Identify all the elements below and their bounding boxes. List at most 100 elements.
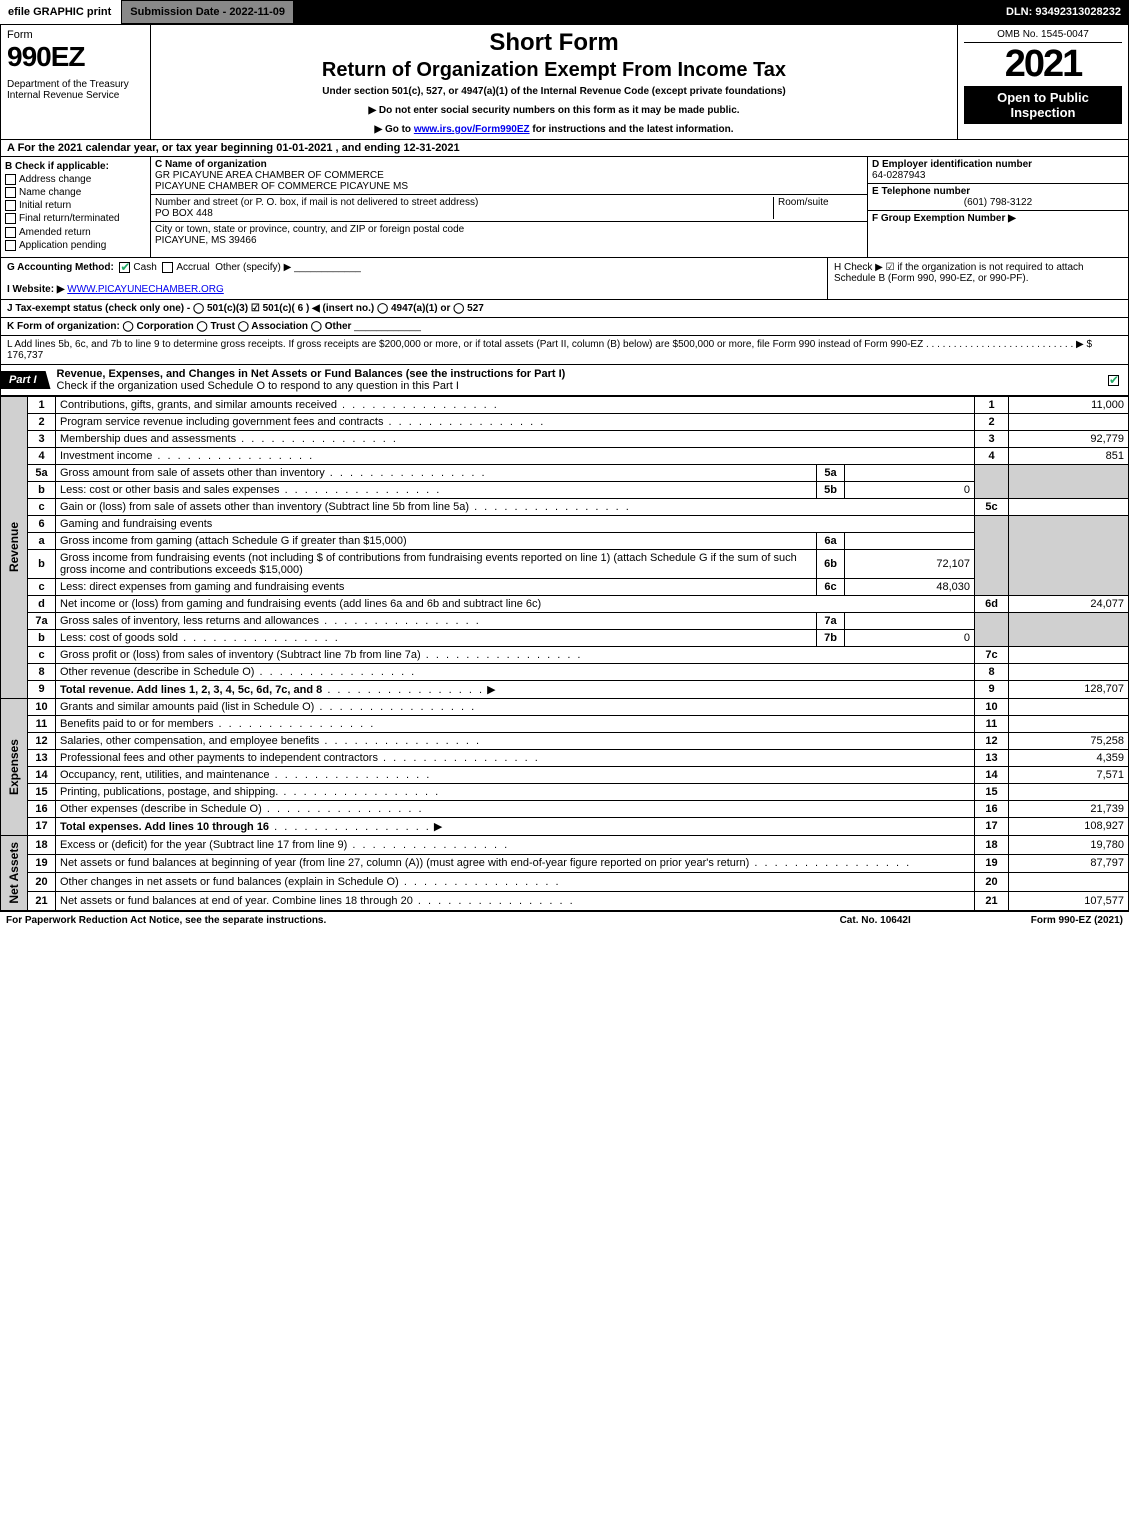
row-7b-mlbl: 7b	[817, 629, 845, 646]
row-6b-num: b	[28, 549, 56, 578]
row-5a-desc: Gross amount from sale of assets other t…	[60, 467, 325, 479]
row-9-arrow: ▶	[487, 684, 495, 696]
row-7c-lbl: 7c	[975, 646, 1009, 663]
short-form-title: Short Form	[159, 29, 949, 57]
row-9-val: 128,707	[1009, 680, 1129, 698]
row-13-val: 4,359	[1009, 749, 1129, 766]
row-15-lbl: 15	[975, 783, 1009, 800]
line-a: A For the 2021 calendar year, or tax yea…	[0, 140, 1129, 157]
omb-number: OMB No. 1545-0047	[964, 29, 1122, 43]
dln-label: DLN: 93492313028232	[998, 0, 1129, 24]
row-5c-desc: Gain or (loss) from sale of assets other…	[60, 501, 469, 513]
part-1-check-note: Check if the organization used Schedule …	[57, 380, 459, 392]
line-k: K Form of organization: ◯ Corporation ◯ …	[0, 318, 1129, 336]
row-7b-num: b	[28, 629, 56, 646]
phone-label: E Telephone number	[872, 186, 970, 197]
row-7a-mlbl: 7a	[817, 612, 845, 629]
row-12-num: 12	[28, 732, 56, 749]
section-bcdef: B Check if applicable: Address change Na…	[0, 157, 1129, 258]
note2-pre: ▶ Go to	[374, 124, 413, 135]
row-7a-num: 7a	[28, 612, 56, 629]
org-name-2: PICAYUNE CHAMBER OF COMMERCE PICAYUNE MS	[155, 181, 408, 192]
row-17-num: 17	[28, 817, 56, 835]
footer-left: For Paperwork Reduction Act Notice, see …	[6, 915, 840, 926]
part-1-table: Revenue 1 Contributions, gifts, grants, …	[0, 396, 1129, 911]
form-word: Form	[7, 29, 144, 41]
chk-cash[interactable]	[119, 262, 130, 273]
expenses-section-label: Expenses	[5, 735, 23, 799]
row-5c-lbl: 5c	[975, 498, 1009, 515]
row-5c-val	[1009, 498, 1129, 515]
netassets-section-label: Net Assets	[5, 838, 23, 908]
col-b: B Check if applicable: Address change Na…	[1, 157, 151, 257]
row-20-val	[1009, 873, 1129, 892]
row-6d-num: d	[28, 595, 56, 612]
website-link[interactable]: WWW.PICAYUNECHAMBER.ORG	[67, 284, 223, 295]
org-name-1: GR PICAYUNE AREA CHAMBER OF COMMERCE	[155, 170, 384, 181]
irs-link[interactable]: www.irs.gov/Form990EZ	[414, 124, 530, 135]
row-10-num: 10	[28, 698, 56, 715]
chk-amended-return[interactable]: Amended return	[5, 227, 146, 238]
row-9-desc: Total revenue. Add lines 1, 2, 3, 4, 5c,…	[60, 684, 322, 696]
row-4-desc: Investment income	[60, 450, 152, 462]
row-3-desc: Membership dues and assessments	[60, 433, 236, 445]
row-14-lbl: 14	[975, 766, 1009, 783]
row-2-val	[1009, 413, 1129, 430]
row-5b-mlbl: 5b	[817, 481, 845, 498]
row-18-val: 19,780	[1009, 835, 1129, 854]
row-7c-num: c	[28, 646, 56, 663]
row-10-val	[1009, 698, 1129, 715]
chk-name-change[interactable]: Name change	[5, 187, 146, 198]
footer-mid: Cat. No. 10642I	[840, 915, 911, 926]
row-9-lbl: 9	[975, 680, 1009, 698]
row-15-val	[1009, 783, 1129, 800]
chk-accrual[interactable]	[162, 262, 173, 273]
row-15-desc: Printing, publications, postage, and shi…	[60, 786, 278, 798]
row-6a-desc: Gross income from gaming (attach Schedul…	[60, 535, 407, 547]
row-4-num: 4	[28, 447, 56, 464]
line-a-mid: , and ending	[336, 142, 404, 154]
open-to-public: Open to Public Inspection	[964, 86, 1122, 124]
top-bar: efile GRAPHIC print Submission Date - 20…	[0, 0, 1129, 24]
row-1-num: 1	[28, 396, 56, 413]
row-7b-mval: 0	[845, 629, 975, 646]
row-21-desc: Net assets or fund balances at end of ye…	[60, 895, 413, 907]
row-5b-desc: Less: cost or other basis and sales expe…	[60, 484, 280, 496]
row-20-num: 20	[28, 873, 56, 892]
row-8-num: 8	[28, 663, 56, 680]
chk-application-pending[interactable]: Application pending	[5, 240, 146, 251]
row-2-num: 2	[28, 413, 56, 430]
row-6a-mval	[845, 532, 975, 549]
row-11-desc: Benefits paid to or for members	[60, 718, 213, 730]
row-11-num: 11	[28, 715, 56, 732]
col-de: D Employer identification number 64-0287…	[868, 157, 1128, 257]
chk-address-change[interactable]: Address change	[5, 174, 146, 185]
row-10-lbl: 10	[975, 698, 1009, 715]
row-6c-num: c	[28, 578, 56, 595]
chk-final-return[interactable]: Final return/terminated	[5, 213, 146, 224]
chk-initial-return[interactable]: Initial return	[5, 200, 146, 211]
note-ssn: ▶ Do not enter social security numbers o…	[159, 105, 949, 116]
part-1-header: Part I Revenue, Expenses, and Changes in…	[0, 365, 1129, 396]
row-1-val: 11,000	[1009, 396, 1129, 413]
row-10-desc: Grants and similar amounts paid (list in…	[60, 701, 314, 713]
row-2-lbl: 2	[975, 413, 1009, 430]
row-20-lbl: 20	[975, 873, 1009, 892]
room-label: Room/suite	[778, 197, 829, 208]
part-1-checkbox[interactable]	[1108, 375, 1119, 386]
row-5a-mlbl: 5a	[817, 464, 845, 481]
row-5b-num: b	[28, 481, 56, 498]
line-h: H Check ▶ ☑ if the organization is not r…	[828, 258, 1128, 299]
col-c-name-label: C Name of organization	[155, 159, 267, 170]
section-gh: G Accounting Method: Cash Accrual Other …	[0, 258, 1129, 300]
row-16-num: 16	[28, 800, 56, 817]
row-6-num: 6	[28, 515, 56, 532]
city-label: City or town, state or province, country…	[155, 224, 464, 235]
col-c: C Name of organization GR PICAYUNE AREA …	[151, 157, 868, 257]
row-6c-desc: Less: direct expenses from gaming and fu…	[60, 581, 344, 593]
row-6c-mval: 48,030	[845, 578, 975, 595]
row-11-val	[1009, 715, 1129, 732]
row-3-num: 3	[28, 430, 56, 447]
row-6c-mlbl: 6c	[817, 578, 845, 595]
row-16-val: 21,739	[1009, 800, 1129, 817]
